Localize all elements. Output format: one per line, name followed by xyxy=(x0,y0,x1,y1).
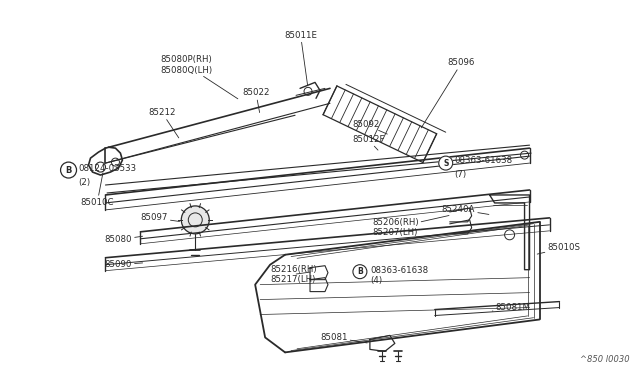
Text: 85080: 85080 xyxy=(104,235,143,244)
Circle shape xyxy=(181,206,209,234)
Text: ^850 l0030: ^850 l0030 xyxy=(580,355,629,364)
Text: 08363-61638: 08363-61638 xyxy=(370,266,428,275)
Text: 85212: 85212 xyxy=(148,108,179,138)
Text: 85216(RH)
85217(LH): 85216(RH) 85217(LH) xyxy=(270,265,317,284)
Text: 85090: 85090 xyxy=(104,260,143,269)
Text: (2): (2) xyxy=(79,178,91,187)
Text: S: S xyxy=(443,158,449,167)
Text: 85096: 85096 xyxy=(421,58,475,128)
Text: 85080P(RH)
85080Q(LH): 85080P(RH) 85080Q(LH) xyxy=(161,55,238,99)
Text: B: B xyxy=(65,166,72,174)
Text: 85081M: 85081M xyxy=(492,303,531,312)
Text: 85022: 85022 xyxy=(242,89,269,113)
Text: 85011E: 85011E xyxy=(284,31,317,86)
Text: 08363-61638: 08363-61638 xyxy=(454,155,513,164)
Circle shape xyxy=(353,265,367,279)
Text: 85010S: 85010S xyxy=(537,243,580,254)
Text: 85097: 85097 xyxy=(140,214,180,222)
Text: (4): (4) xyxy=(370,276,382,285)
Text: 85240A: 85240A xyxy=(442,205,489,214)
Text: 85092: 85092 xyxy=(352,120,387,134)
Text: 85206(RH)
85207(LH): 85206(RH) 85207(LH) xyxy=(372,215,449,237)
Circle shape xyxy=(61,162,77,178)
Text: (7): (7) xyxy=(454,170,467,179)
Text: 85010C: 85010C xyxy=(81,173,114,207)
Circle shape xyxy=(439,156,452,170)
Text: 85081: 85081 xyxy=(320,333,367,343)
Text: B: B xyxy=(357,267,363,276)
Text: 85012F: 85012F xyxy=(352,135,385,150)
Text: 08124-03533: 08124-03533 xyxy=(79,164,137,173)
